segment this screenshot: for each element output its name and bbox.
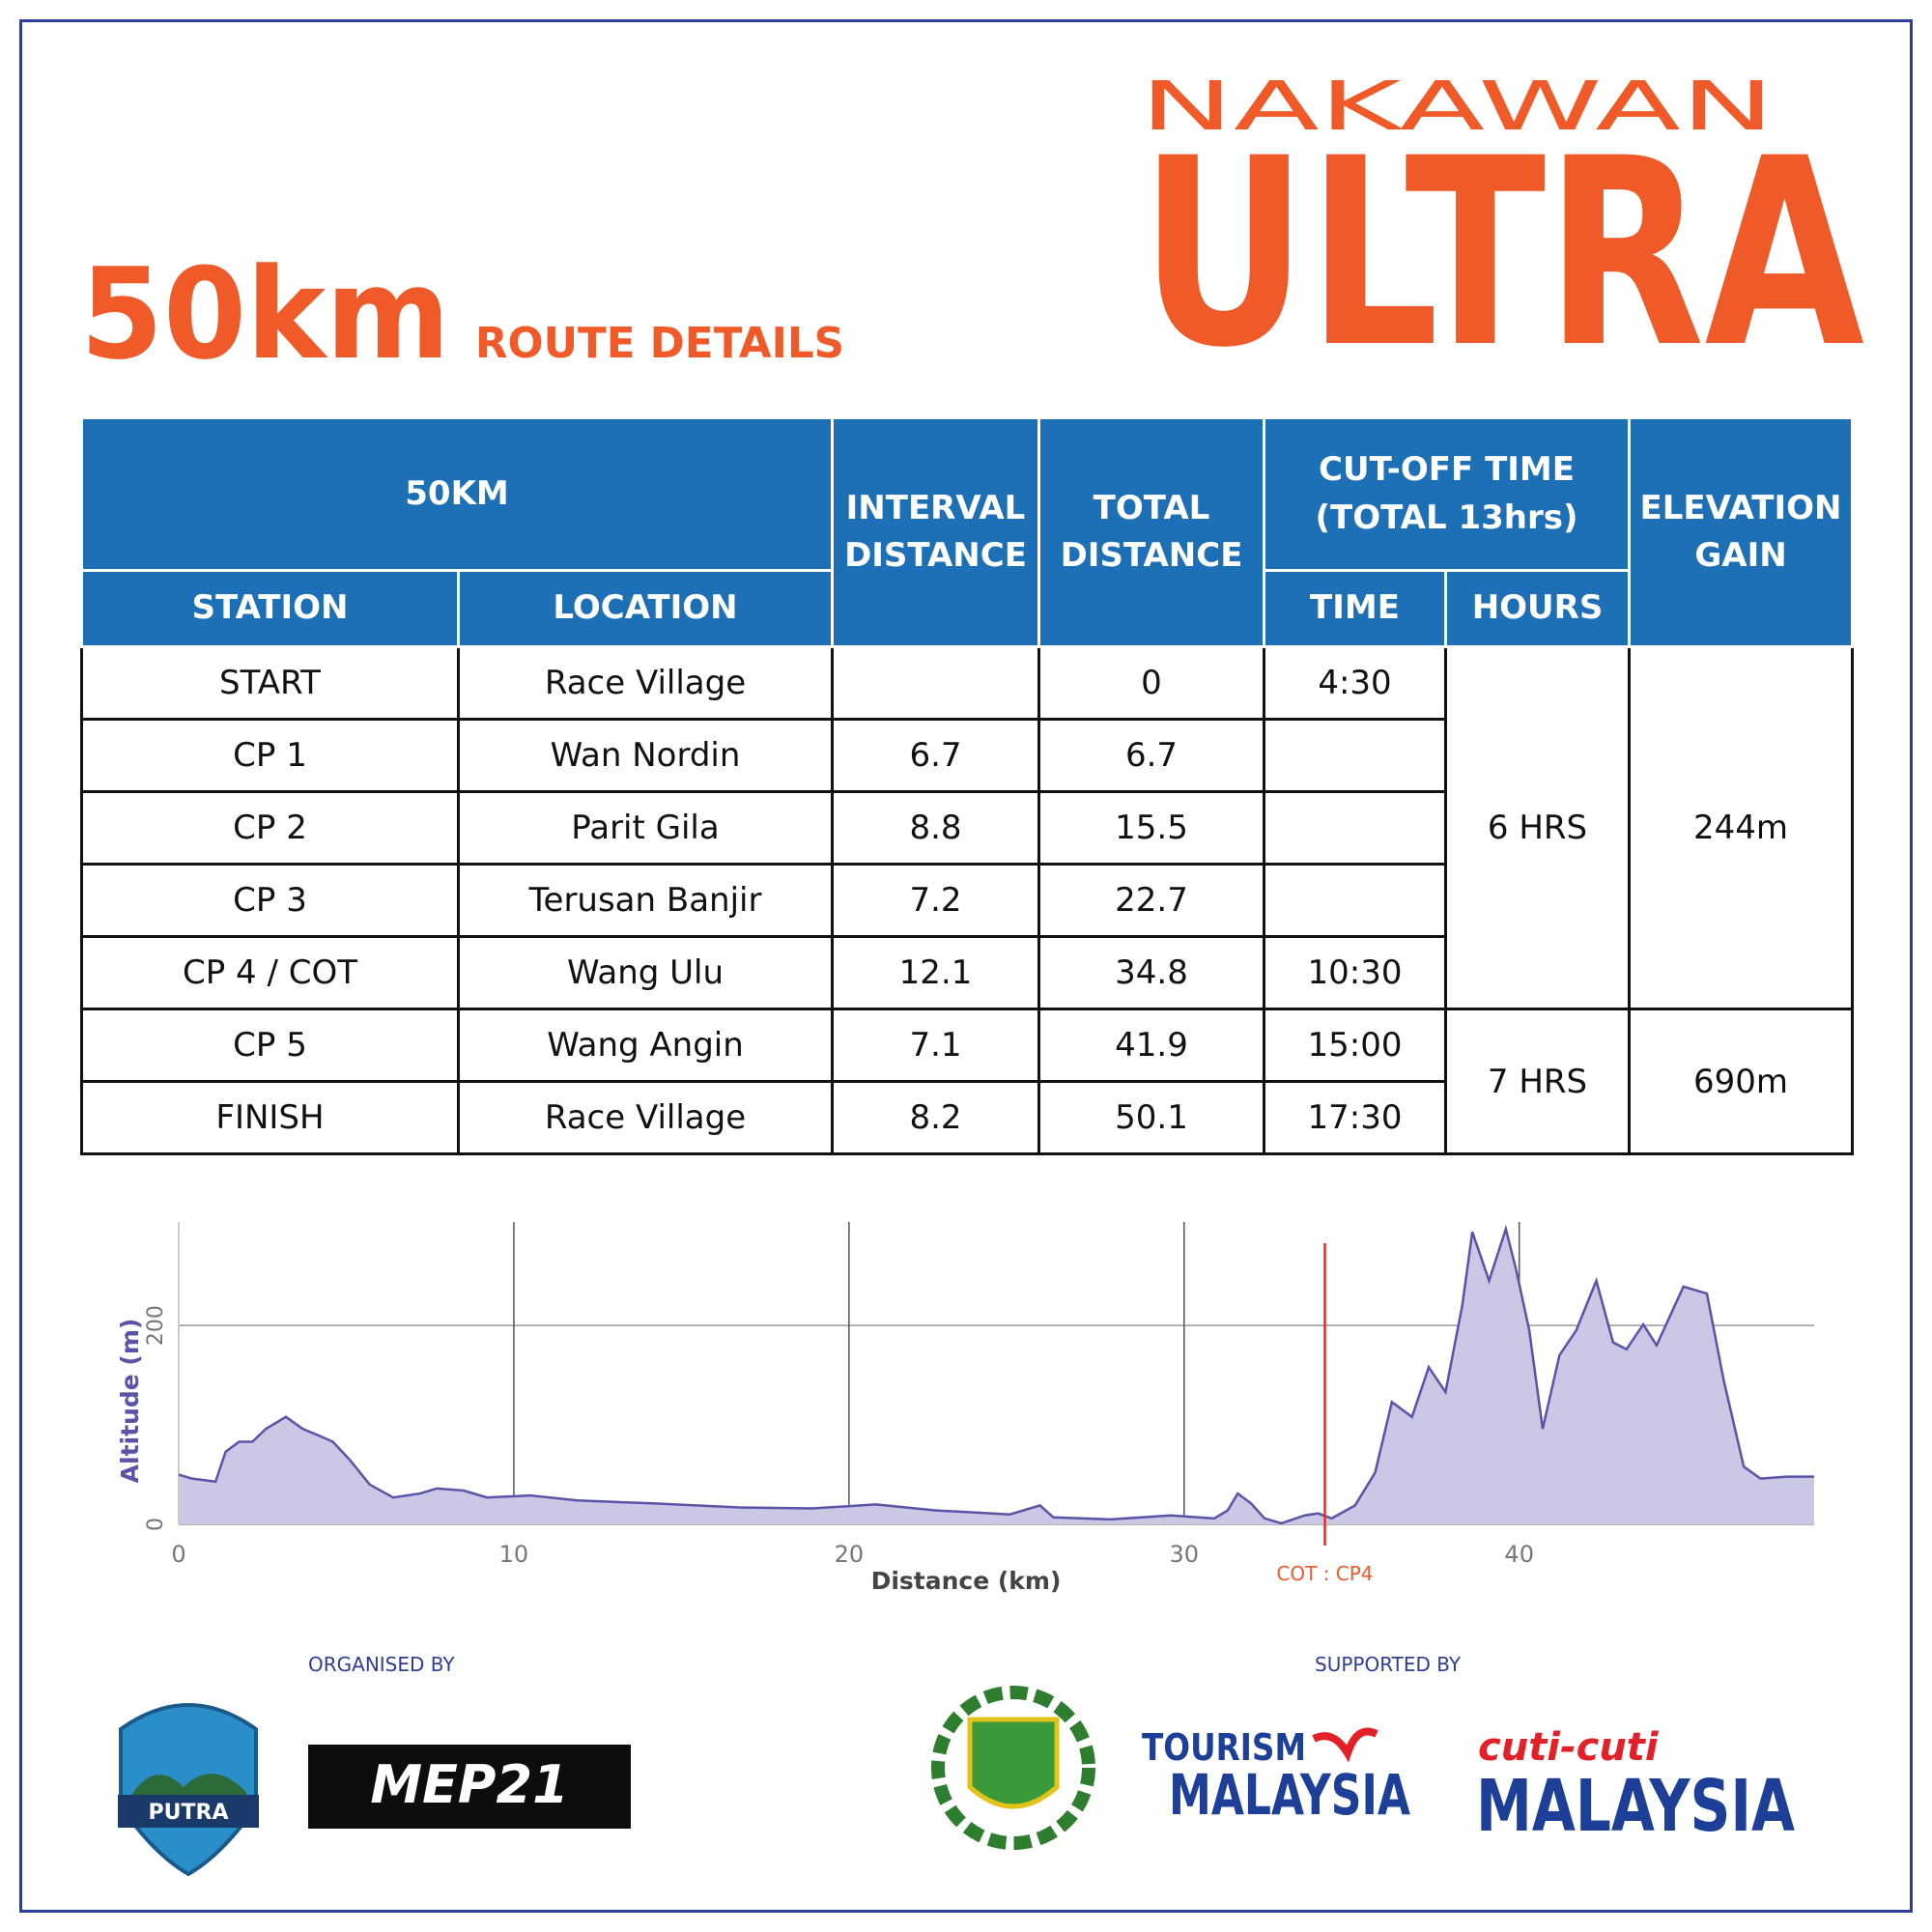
- table-cell: Wan Nordin: [457, 718, 834, 793]
- elevation-chart: 0 200 0 10 20 30 40 COT : CP4 Distance (km) Altit…: [116, 1222, 1814, 1595]
- supported-label: SUPPORTED BY: [1315, 1653, 1462, 1676]
- tourism-mark: [1312, 1727, 1378, 1763]
- header-cell: HOURS: [1443, 569, 1632, 648]
- brand-top: NAKAWAN: [1140, 67, 1775, 146]
- y-tick-label: 200: [144, 1305, 168, 1346]
- table-cell: 50.1: [1037, 1080, 1265, 1155]
- table-cell: 15.5: [1037, 790, 1265, 866]
- table-cell: 7.2: [831, 863, 1040, 938]
- header-cell: STATION: [80, 569, 460, 648]
- distance-title: 50km: [80, 241, 450, 387]
- table-row: START Race Village 0 4:30 6 HRS 244m: [80, 645, 1855, 1010]
- header-cell: ELEVATION GAIN: [1628, 416, 1855, 648]
- table-cell: 690m: [1628, 1008, 1855, 1155]
- subtitle: ROUTE DETAILS: [475, 319, 844, 368]
- table-cell: Wang Ulu: [457, 935, 834, 1010]
- cuti-bottom: MALAYSIA: [1476, 1765, 1795, 1848]
- table-cell: 10:30: [1263, 935, 1447, 1010]
- tourism-top: TOURISM: [1142, 1726, 1306, 1769]
- x-tick-label: 40: [1504, 1541, 1534, 1568]
- table-cell: [1263, 790, 1447, 866]
- table-cell: 6 HRS: [1443, 645, 1632, 1010]
- frame: [19, 19, 1913, 1913]
- x-tick-label: 30: [1170, 1541, 1200, 1568]
- x-tick-label: 10: [499, 1541, 529, 1568]
- brand-main: ULTRA: [1140, 103, 1866, 405]
- table-cell: 17:30: [1263, 1080, 1447, 1155]
- putra-text: PUTRA: [149, 1801, 229, 1825]
- table-cell: 7.1: [831, 1008, 1040, 1083]
- header-cell: TOTAL DISTANCE: [1037, 416, 1265, 648]
- header-cell: 50KM: [80, 416, 834, 572]
- table-cell: [831, 645, 1040, 721]
- table-body: START Race Village 0 4:30 6 HRS 244m CP 1 Wan N…: [80, 645, 1855, 1155]
- header-cell: LOCATION: [457, 569, 834, 648]
- route-table: 50KM INTERVAL DISTANCE TOTAL DISTANCE CU…: [80, 416, 1855, 1155]
- putra-banner: [118, 1795, 259, 1828]
- table-row: CP 2 Parit Gila 8.8 15.5: [80, 790, 1853, 866]
- table-cell: Race Village: [457, 1080, 834, 1155]
- table-cell: CP 3: [80, 863, 460, 938]
- header-cell: INTERVAL DISTANCE: [831, 416, 1040, 648]
- tourism-bottom: MALAYSIA: [1169, 1762, 1410, 1828]
- table-row: CP 3 Terusan Banjir 7.2 22.7: [80, 863, 1853, 938]
- x-tick-label: 20: [835, 1541, 865, 1568]
- table-cell: 7 HRS: [1443, 1008, 1632, 1155]
- table-cell: 34.8: [1037, 935, 1265, 1010]
- area-line: [178, 1224, 1814, 1525]
- table-cell: 15:00: [1263, 1008, 1447, 1083]
- y-tick-label: 0: [144, 1518, 168, 1531]
- table-cell: CP 5: [80, 1008, 460, 1083]
- table-cell: Parit Gila: [457, 790, 834, 866]
- table-cell: 0: [1037, 645, 1265, 721]
- table-row: CP 4 / COT Wang Ulu 12.1 34.8 10:30: [80, 935, 1853, 1010]
- header-cell: TIME: [1263, 569, 1447, 648]
- crest: [967, 1717, 1060, 1809]
- table-cell: Race Village: [457, 645, 834, 721]
- table-row: CP 5 Wang Angin 7.1 41.9 15:00 7 HRS 690m: [80, 1008, 1855, 1155]
- table-cell: Terusan Banjir: [457, 863, 834, 938]
- x-tick-label: 0: [171, 1541, 185, 1568]
- mep-text: MEP21: [370, 1754, 568, 1815]
- table-cell: CP 1: [80, 718, 460, 793]
- y-axis-label: Altitude (m): [116, 1319, 144, 1484]
- cuti-text: cuti-cuti: [1478, 1725, 1660, 1770]
- table-cell: CP 2: [80, 790, 460, 866]
- table-cell: 12.1: [831, 935, 1040, 1010]
- table-cell: START: [80, 645, 460, 721]
- annotation-label: COT : CP4: [1276, 1562, 1373, 1585]
- wreath: [931, 1686, 1095, 1850]
- organised-label: ORGANISED BY: [308, 1653, 455, 1676]
- table-cell: CP 4 / COT: [80, 935, 460, 1010]
- area-fill: [179, 1229, 1814, 1524]
- table-cell: 4:30: [1263, 645, 1447, 721]
- table-cell: Wang Angin: [457, 1008, 834, 1083]
- table-cell: [1263, 718, 1447, 793]
- table-cell: 8.2: [831, 1080, 1040, 1155]
- table-cell: FINISH: [80, 1080, 460, 1155]
- table-row: FINISH Race Village 8.2 50.1 17:30: [80, 1080, 1853, 1155]
- table-cell: 41.9: [1037, 1008, 1265, 1083]
- table-cell: 8.8: [831, 790, 1040, 866]
- table-cell: 6.7: [1037, 718, 1265, 793]
- x-axis-label: Distance (km): [871, 1567, 1062, 1595]
- table-cell: 6.7: [831, 718, 1040, 793]
- header-cell: CUT-OFF TIME (TOTAL 13hrs): [1262, 416, 1632, 572]
- table-cell: 22.7: [1037, 863, 1265, 938]
- table-cell: 244m: [1628, 645, 1855, 1010]
- mep-logo: [308, 1745, 631, 1829]
- table-cell: [1263, 863, 1447, 938]
- table-row: CP 1 Wan Nordin 6.7 6.7: [80, 718, 1853, 793]
